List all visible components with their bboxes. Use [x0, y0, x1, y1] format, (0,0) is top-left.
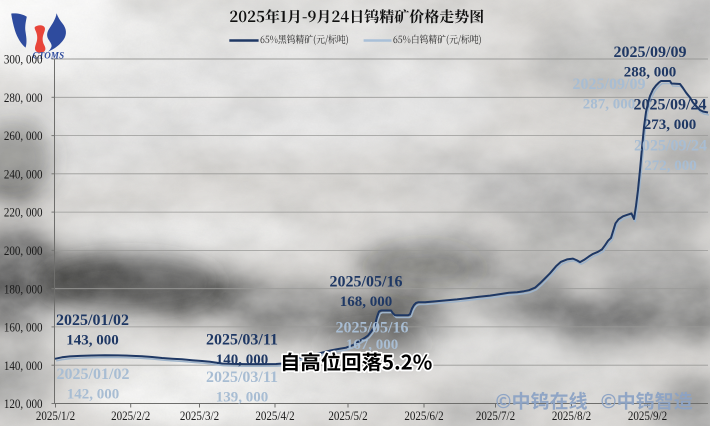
- svg-text:2025/09/24: 2025/09/24: [634, 97, 707, 114]
- svg-text:2025/4/2: 2025/4/2: [255, 408, 294, 423]
- svg-text:140, 000: 140, 000: [4, 358, 43, 373]
- svg-text:168, 000: 168, 000: [340, 294, 393, 310]
- svg-text:2025/09/09: 2025/09/09: [573, 76, 646, 93]
- svg-text:2025/09/24: 2025/09/24: [634, 138, 707, 155]
- svg-text:2025/01/02: 2025/01/02: [56, 312, 129, 329]
- svg-text:2025/2/2: 2025/2/2: [111, 408, 150, 423]
- svg-text:260, 000: 260, 000: [4, 128, 43, 143]
- svg-text:2025/8/2: 2025/8/2: [552, 408, 591, 423]
- svg-text:140, 000: 140, 000: [216, 352, 269, 368]
- svg-text:2025/03/11: 2025/03/11: [206, 369, 278, 386]
- svg-text:240, 000: 240, 000: [4, 167, 43, 182]
- svg-text:160, 000: 160, 000: [4, 320, 43, 335]
- svg-text:120, 000: 120, 000: [4, 396, 43, 411]
- svg-text:2025/05/16: 2025/05/16: [336, 320, 409, 337]
- svg-text:142, 000: 142, 000: [67, 387, 120, 403]
- svg-text:2025/3/2: 2025/3/2: [180, 408, 219, 423]
- svg-text:2025/03/11: 2025/03/11: [206, 332, 278, 349]
- svg-text:280, 000: 280, 000: [4, 90, 43, 105]
- svg-text:300, 000: 300, 000: [4, 52, 43, 67]
- svg-text:287, 000: 287, 000: [583, 97, 636, 113]
- svg-text:143, 000: 143, 000: [66, 333, 119, 349]
- svg-text:CTOMS: CTOMS: [33, 51, 65, 61]
- svg-text:273, 000: 273, 000: [644, 117, 697, 133]
- svg-text:2025/05/16: 2025/05/16: [330, 274, 403, 291]
- svg-text:2025/7/2: 2025/7/2: [476, 408, 515, 423]
- svg-text:2025/09/09: 2025/09/09: [614, 44, 687, 61]
- svg-text:167, 000: 167, 000: [346, 337, 399, 353]
- svg-text:180, 000: 180, 000: [4, 281, 43, 296]
- svg-text:2025/6/2: 2025/6/2: [404, 408, 443, 423]
- svg-text:288, 000: 288, 000: [624, 65, 677, 81]
- svg-text:272, 000: 272, 000: [644, 158, 697, 174]
- svg-text:2025/9/2: 2025/9/2: [628, 408, 667, 423]
- svg-text:220, 000: 220, 000: [4, 205, 43, 220]
- svg-text:2025/1/2: 2025/1/2: [36, 408, 75, 423]
- svg-text:2025/01/02: 2025/01/02: [57, 366, 130, 383]
- svg-text:200, 000: 200, 000: [4, 243, 43, 258]
- svg-text:2025/5/2: 2025/5/2: [328, 408, 367, 423]
- svg-text:139, 000: 139, 000: [216, 390, 269, 406]
